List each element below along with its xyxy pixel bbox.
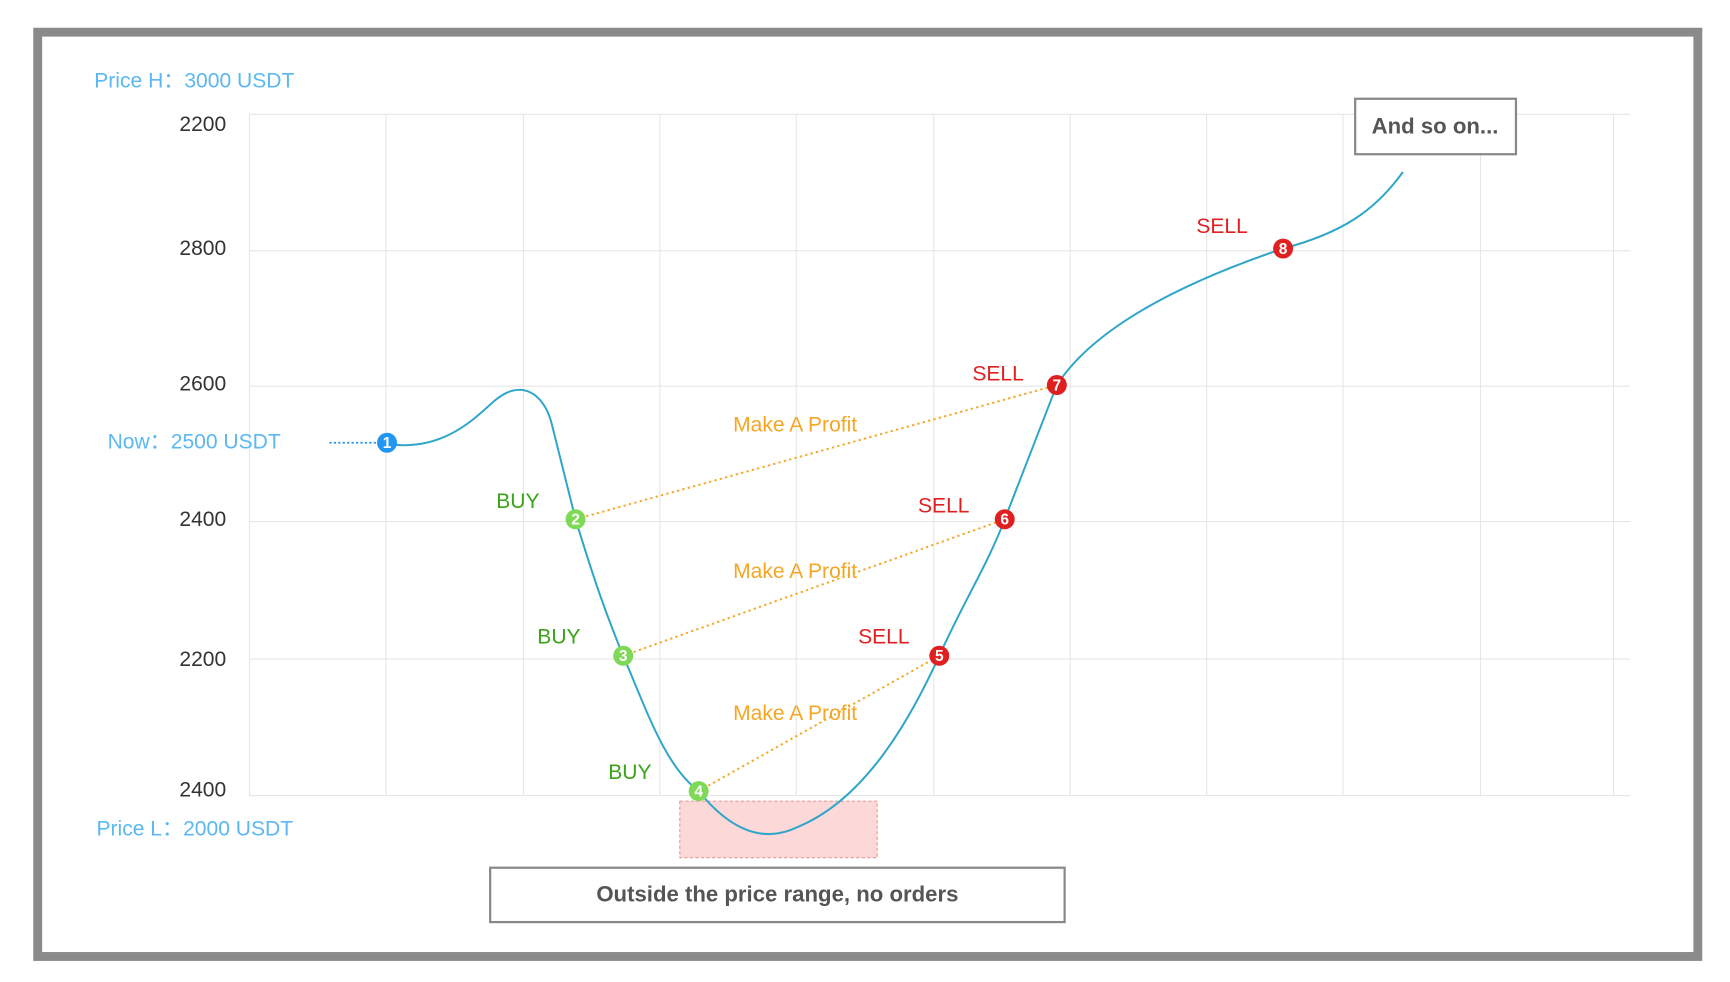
- outside-zone: [679, 800, 878, 859]
- price-high: Price H：3000 USDT: [94, 70, 294, 93]
- profit-label: Make A Profit: [733, 414, 857, 437]
- point-number: 2: [571, 512, 580, 529]
- y-label: 2200: [179, 113, 226, 136]
- point-markers: [377, 238, 1294, 802]
- point-number: 6: [1000, 512, 1009, 529]
- outside-note: Outside the price range, no orders: [596, 881, 958, 906]
- point-number: 5: [935, 648, 944, 665]
- sell-label: SELL: [972, 363, 1024, 386]
- price-low: Price L：2000 USDT: [96, 818, 293, 841]
- y-label: 2400: [179, 779, 226, 802]
- y-label: 2800: [179, 237, 226, 260]
- point-number: 3: [619, 648, 628, 665]
- continuation-box: [1354, 97, 1518, 156]
- price-curve: [386, 171, 1404, 835]
- point-number: 7: [1053, 377, 1062, 394]
- sell-label: SELL: [858, 626, 910, 649]
- profit-label: Make A Profit: [733, 702, 857, 725]
- point-number: 8: [1279, 241, 1288, 258]
- y-label: 2600: [179, 373, 226, 396]
- buy-label: BUY: [537, 626, 580, 649]
- sell-label: SELL: [1196, 215, 1248, 238]
- now-price: Now：2500 USDT: [108, 430, 281, 453]
- y-label: 2400: [179, 508, 226, 531]
- buy-label: BUY: [496, 490, 539, 513]
- profit-label: Make A Profit: [733, 560, 857, 583]
- buy-label: BUY: [608, 761, 651, 784]
- point-number: 1: [383, 435, 392, 452]
- point-number: 4: [694, 783, 703, 800]
- profit-lines: [575, 384, 1058, 793]
- sell-label: SELL: [918, 495, 970, 518]
- continuation-note: And so on...: [1372, 113, 1499, 138]
- y-label: 2200: [179, 648, 226, 671]
- outside-box: [489, 866, 1066, 924]
